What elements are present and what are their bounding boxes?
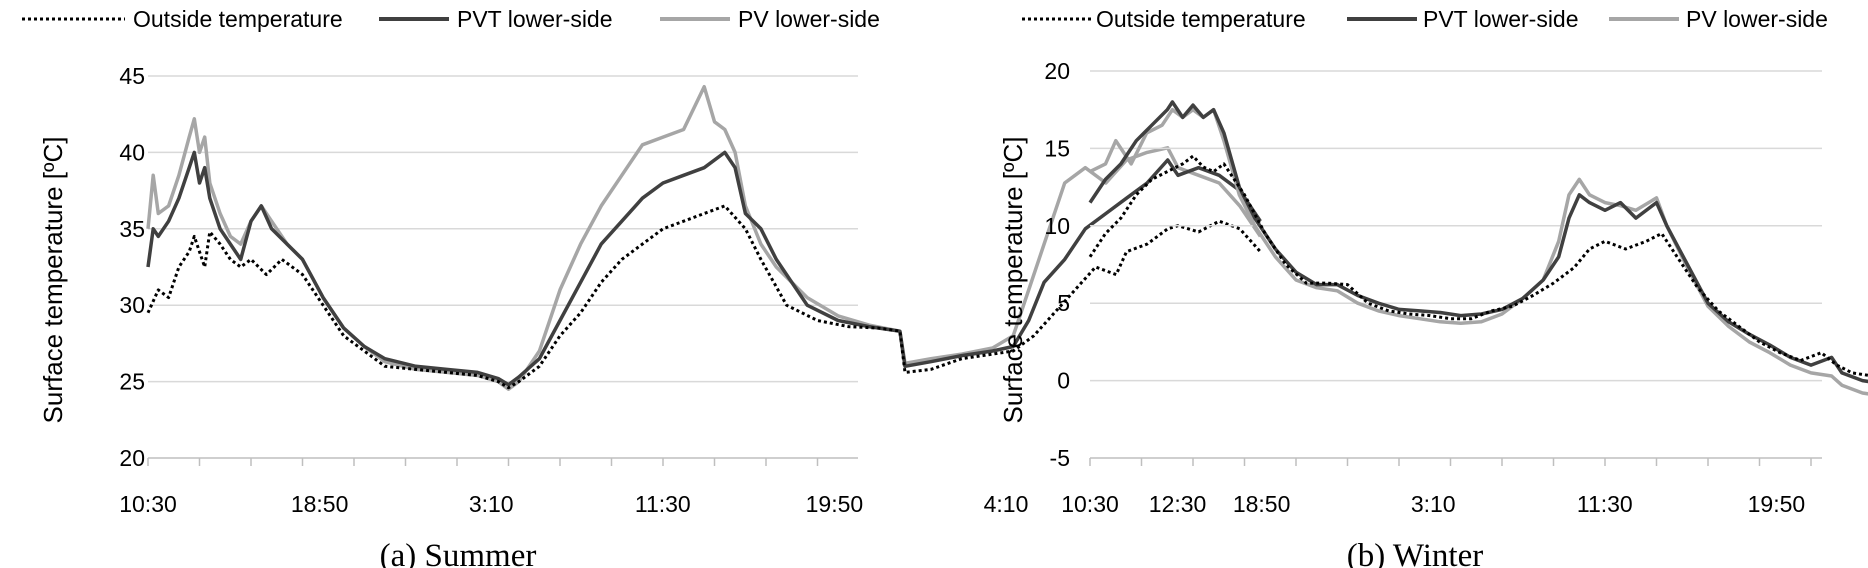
legend-label-outside: Outside temperature	[133, 6, 343, 32]
x-tick-label: 4:10	[984, 491, 1029, 517]
y-grid	[1090, 70, 1822, 382]
series-line-outside-temperature	[1088, 154, 1868, 377]
x-tick-label: 18:50	[1233, 491, 1291, 517]
series-lines	[1088, 100, 1868, 396]
y-tick-label: 5	[1057, 290, 1070, 316]
y-tick-label: 20	[1044, 58, 1070, 84]
y-axis-ticks: 20 25 30 35 40 45	[119, 63, 145, 471]
y-tick-label: 0	[1057, 368, 1070, 394]
y-tick-label: 30	[119, 292, 145, 318]
winter-chart: Outside temperature PVT lower-side PV lo…	[998, 6, 1868, 568]
x-tick-label: 19:50	[1748, 491, 1806, 517]
legend: Outside temperature PVT lower-side PV lo…	[22, 6, 880, 32]
series-lines	[146, 84, 1262, 391]
summer-chart: Outside temperature PVT lower-side PV lo…	[22, 6, 1262, 568]
x-tick-label: 12:30	[1149, 491, 1207, 517]
x-axis	[147, 457, 858, 466]
y-axis-label: Surface temperature [ºC]	[998, 137, 1028, 424]
series-line-pv-lower-side	[146, 84, 1262, 391]
x-tick-label: 3:10	[1411, 491, 1456, 517]
x-tick-label: 11:30	[635, 491, 691, 517]
x-tick-label: 10:30	[119, 491, 177, 517]
legend-label-outside: Outside temperature	[1096, 6, 1306, 32]
x-tick-label: 11:30	[1577, 491, 1633, 517]
legend-label-pvt: PVT lower-side	[457, 6, 613, 32]
y-tick-label: 35	[119, 216, 145, 242]
y-tick-label: 10	[1044, 213, 1070, 239]
y-grid	[148, 75, 858, 383]
x-tick-label: 18:50	[291, 491, 349, 517]
series-line-outside-temperature	[146, 204, 1262, 390]
x-tick-label: 10:30	[1061, 491, 1119, 517]
legend-label-pvt: PVT lower-side	[1423, 6, 1579, 32]
legend-label-pv: PV lower-side	[1686, 6, 1828, 32]
y-tick-label: -5	[1050, 445, 1070, 471]
y-axis-ticks: -5 0 5 10 15 20	[1044, 58, 1070, 471]
series-line-pv-lower-side	[1089, 107, 1868, 396]
chart-caption: (b) Winter	[1347, 538, 1483, 568]
x-axis-ticks: 10:30 18:50 3:10 11:30 19:50 4:10 12:30	[119, 491, 1206, 517]
y-tick-label: 45	[119, 63, 145, 89]
y-tick-label: 25	[119, 369, 145, 395]
y-tick-label: 40	[119, 139, 145, 165]
y-tick-label: 20	[119, 445, 145, 471]
x-axis	[1089, 457, 1822, 466]
chart-caption: (a) Summer	[380, 538, 537, 568]
legend: Outside temperature PVT lower-side PV lo…	[1022, 6, 1828, 32]
series-line-pvt-lower-side	[146, 150, 1262, 387]
x-tick-label: 3:10	[469, 491, 514, 517]
y-axis-label: Surface temperature [ºC]	[38, 137, 68, 424]
x-tick-label: 19:50	[806, 491, 864, 517]
series-line-pvt-lower-side	[1088, 100, 1868, 384]
legend-label-pv: PV lower-side	[738, 6, 880, 32]
y-tick-label: 15	[1044, 135, 1070, 161]
